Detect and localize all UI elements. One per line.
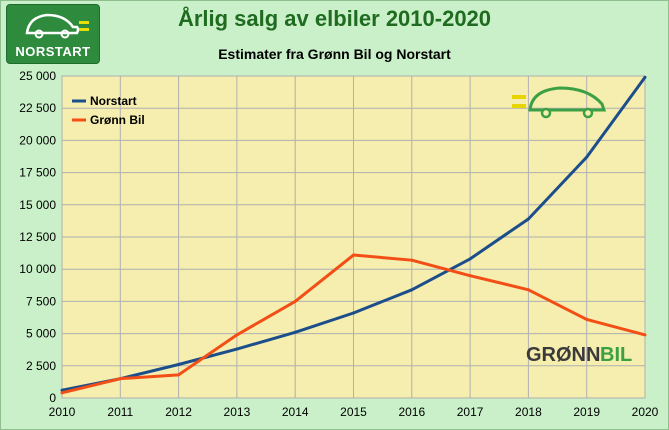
- data-point: [585, 317, 589, 321]
- data-point: [468, 274, 472, 278]
- y-tick-label: 7 500: [26, 294, 56, 308]
- norstart-logo: NORSTART: [6, 4, 100, 64]
- x-tick-label: 2020: [632, 405, 659, 419]
- data-point: [468, 257, 472, 261]
- gronnbil-car-icon: [512, 86, 607, 119]
- y-tick-label: 15 000: [19, 198, 56, 212]
- data-point: [177, 373, 181, 377]
- data-point: [293, 299, 297, 303]
- data-point: [235, 333, 239, 337]
- y-tick-label: 2 500: [26, 359, 56, 373]
- x-tick-label: 2018: [515, 405, 542, 419]
- x-tick-label: 2012: [165, 405, 192, 419]
- data-point: [352, 311, 355, 315]
- y-tick-label: 17 500: [19, 166, 56, 180]
- y-tick-label: 12 500: [19, 230, 56, 244]
- data-point: [177, 363, 181, 367]
- y-tick-label: 0: [49, 391, 56, 405]
- y-tick-label: 5 000: [26, 327, 56, 341]
- data-point: [410, 258, 414, 262]
- legend-label: Norstart: [90, 94, 137, 108]
- legend: Norstart Grønn Bil: [72, 94, 145, 127]
- y-axis-tick-labels: 0 2 500 5 000 7 500 10 000 12 500 15 000 17 500…: [19, 69, 56, 405]
- y-tick-label: 20 000: [19, 133, 56, 147]
- data-point: [60, 388, 64, 392]
- data-point: [643, 75, 647, 79]
- x-tick-label: 2017: [457, 405, 484, 419]
- x-tick-label: 2013: [224, 405, 251, 419]
- chart-subtitle: Estimater fra Grønn Bil og Norstart: [218, 46, 451, 62]
- y-tick-label: 22 500: [19, 101, 56, 115]
- gridlines: [61, 75, 646, 399]
- data-point: [293, 330, 297, 334]
- data-point: [526, 217, 530, 221]
- x-tick-label: 2011: [107, 405, 133, 419]
- data-point: [526, 288, 530, 292]
- data-point: [235, 347, 239, 351]
- chart-title: Årlig salg av elbiler 2010-2020: [177, 6, 492, 31]
- data-point: [352, 253, 355, 257]
- data-point: [643, 333, 647, 337]
- x-tick-label: 2019: [573, 405, 600, 419]
- y-tick-label: 25 000: [19, 69, 56, 83]
- gronnbil-word-dark: GRØNN: [526, 344, 600, 366]
- gronnbil-word-light: BIL: [600, 344, 632, 366]
- data-point: [60, 391, 64, 395]
- legend-label: Grønn Bil: [90, 113, 145, 127]
- x-tick-label: 2010: [49, 405, 76, 419]
- norstart-wordmark: NORSTART: [15, 44, 91, 59]
- x-axis-tick-labels: 2010 2011 2012 2013 2014 2015 2016 2017 2018 2019…: [49, 405, 659, 419]
- gronnbil-logo: GRØNN BIL: [526, 344, 632, 366]
- x-tick-label: 2015: [340, 405, 367, 419]
- data-point: [410, 288, 414, 292]
- x-tick-label: 2014: [282, 405, 309, 419]
- data-point: [118, 377, 122, 381]
- data-series: [60, 75, 647, 395]
- data-point: [585, 155, 589, 159]
- y-tick-label: 10 000: [19, 262, 56, 276]
- x-tick-label: 2016: [398, 405, 425, 419]
- car-plug-icon: [25, 13, 89, 39]
